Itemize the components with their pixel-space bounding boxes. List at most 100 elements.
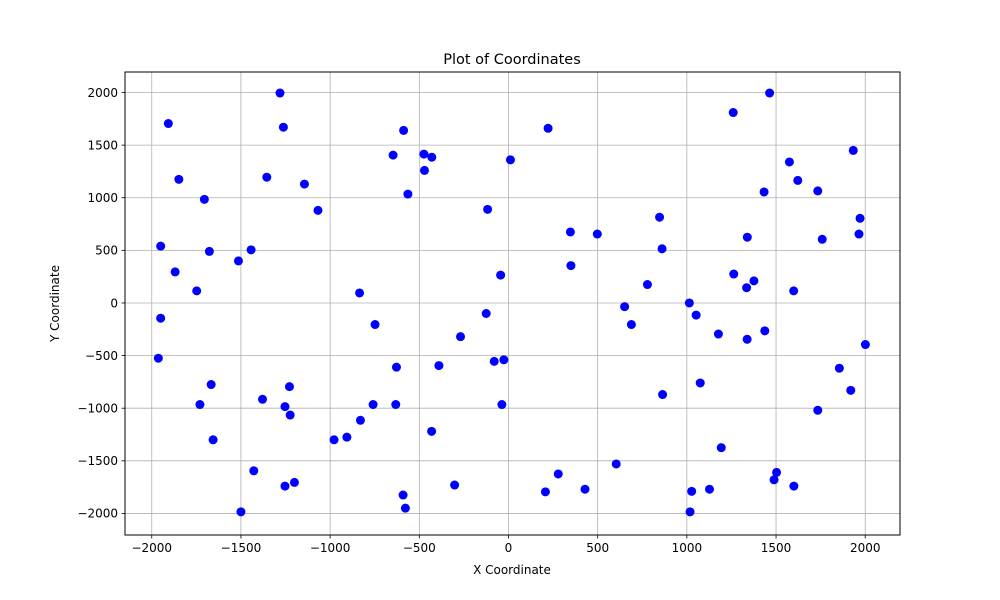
data-point [789, 481, 799, 491]
data-points [153, 88, 870, 517]
data-point [685, 507, 695, 517]
data-point [772, 467, 782, 477]
x-tick-label: 1000 [672, 541, 703, 555]
data-point [481, 308, 491, 318]
x-tick-label: 2000 [850, 541, 881, 555]
grid [125, 72, 900, 535]
x-tick-label: 1500 [761, 541, 792, 555]
data-point [716, 443, 726, 453]
data-point [854, 229, 864, 239]
data-point [855, 213, 865, 223]
data-point [789, 286, 799, 296]
data-point [713, 329, 723, 339]
data-point [280, 402, 290, 412]
data-point [204, 246, 214, 256]
data-point [233, 256, 243, 266]
data-point [153, 353, 163, 363]
data-point [285, 410, 295, 420]
y-tick-label: 500 [95, 244, 118, 258]
data-point [565, 227, 575, 237]
data-point [626, 320, 636, 330]
data-point [642, 280, 652, 290]
data-point [742, 334, 752, 344]
y-tick-label: 2000 [87, 86, 118, 100]
data-point [368, 400, 378, 410]
data-point [456, 332, 466, 342]
data-point [742, 232, 752, 242]
data-point [299, 179, 309, 189]
data-point [199, 194, 209, 204]
data-point [769, 475, 779, 485]
y-tick-label: 1500 [87, 138, 118, 152]
data-point [195, 400, 205, 410]
y-tick-label: −2000 [77, 507, 118, 521]
data-point [580, 484, 590, 494]
data-point [846, 385, 856, 395]
data-point [280, 481, 290, 491]
data-point [691, 310, 701, 320]
data-point [765, 88, 775, 98]
data-point [505, 155, 515, 165]
data-point [684, 298, 694, 308]
data-point [289, 477, 299, 487]
data-point [355, 415, 365, 425]
data-point [246, 245, 256, 255]
data-point [620, 302, 630, 312]
data-point [284, 382, 294, 392]
data-point [749, 276, 759, 286]
data-point [388, 150, 398, 160]
data-point [206, 380, 216, 390]
x-tick-label: −1000 [310, 541, 351, 555]
data-point [813, 186, 823, 196]
data-point [860, 340, 870, 350]
data-point [657, 244, 667, 254]
data-point [813, 405, 823, 415]
data-point [611, 459, 621, 469]
data-point [399, 125, 409, 135]
data-point [156, 313, 166, 323]
y-axis-ticks: −2000 −1500 −1000 −500 0 500 1000 1500 2000 [77, 86, 125, 521]
data-point [355, 288, 365, 298]
data-point [398, 490, 408, 500]
data-point [329, 435, 339, 445]
data-point [543, 123, 553, 133]
data-point [499, 355, 509, 365]
data-point [497, 400, 507, 410]
data-point [427, 426, 437, 436]
data-point [834, 363, 844, 373]
x-tick-label: −1500 [221, 541, 262, 555]
data-point [655, 212, 665, 222]
data-point [163, 119, 173, 129]
x-tick-label: 0 [505, 541, 513, 555]
data-point [400, 503, 410, 513]
data-point [419, 165, 429, 175]
data-point [391, 400, 401, 410]
data-point [450, 480, 460, 490]
data-point [483, 204, 493, 214]
data-point [249, 466, 259, 476]
y-axis-label: Y Coordinate [48, 265, 62, 343]
data-point [848, 145, 858, 155]
data-point [170, 267, 180, 277]
x-tick-label: −2000 [131, 541, 172, 555]
data-point [540, 487, 550, 497]
data-point [403, 189, 413, 199]
data-point [427, 152, 437, 162]
data-point [236, 507, 246, 517]
y-tick-label: −1000 [77, 402, 118, 416]
x-tick-label: −500 [403, 541, 436, 555]
data-point [489, 356, 499, 366]
data-point [705, 484, 715, 494]
data-point [262, 172, 272, 182]
data-point [156, 241, 166, 251]
data-point [370, 320, 380, 330]
data-point [793, 175, 803, 185]
data-point [275, 88, 285, 98]
data-point [566, 261, 576, 271]
data-point [434, 361, 444, 371]
data-point [278, 122, 288, 132]
data-point [391, 362, 401, 372]
y-tick-label: 1000 [87, 191, 118, 205]
data-point [496, 270, 506, 280]
